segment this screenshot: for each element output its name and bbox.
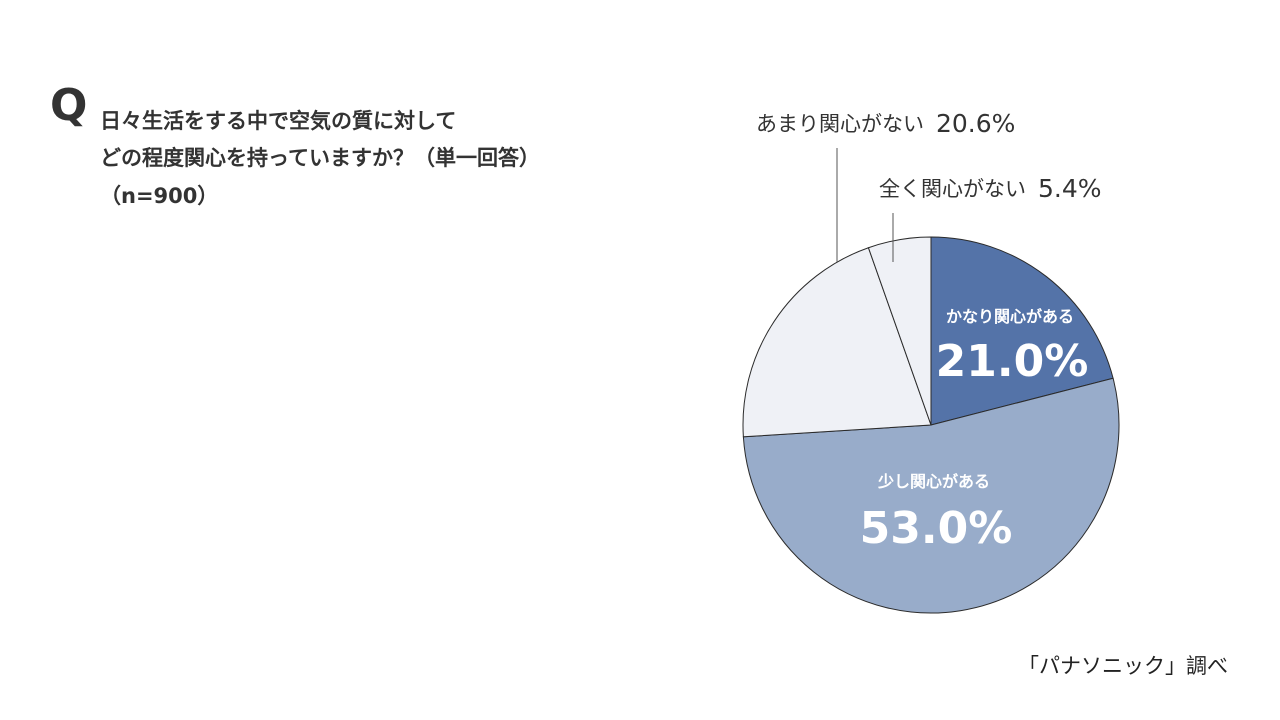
pie-slice-not-very-interested (742, 247, 932, 438)
question-mark: Q (50, 80, 88, 131)
slice-value-not-very-interested: 20.6% (936, 109, 1015, 138)
source-note: 「パナソニック」調べ (1018, 654, 1228, 678)
slice-label-not-very-interested: あまり関心がない (756, 112, 924, 136)
pie-slice-somewhat-interested (742, 377, 1120, 614)
question-line-2: どの程度関心を持っていますか？（単一回答） (100, 146, 540, 170)
question-line-1: 日々生活をする中で空気の質に対して (100, 109, 457, 133)
sample-size: （n=900） (100, 184, 219, 208)
question-text: 日々生活をする中で空気の質に対して どの程度関心を持っていますか？（単一回答） (100, 103, 660, 177)
slice-label-very-interested: かなり関心がある (946, 307, 1074, 326)
slice-label-somewhat-interested: 少し関心がある (877, 472, 990, 491)
slice-label-not-interested: 全く関心がない (879, 177, 1026, 201)
slice-value-very-interested: 21.0% (936, 336, 1089, 387)
pie-slice-very-interested (930, 236, 1114, 426)
slice-value-somewhat-interested: 53.0% (860, 503, 1013, 554)
pie-slice-not-interested (867, 236, 932, 426)
slice-value-not-interested: 5.4% (1038, 174, 1102, 203)
